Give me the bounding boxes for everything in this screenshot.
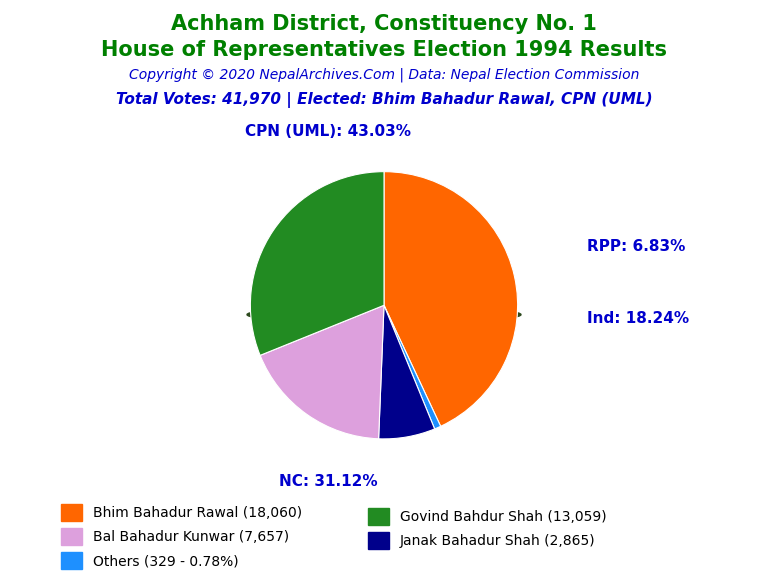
Text: CPN (UML): 43.03%: CPN (UML): 43.03% [245,124,411,139]
Text: Ind: 18.24%: Ind: 18.24% [587,311,689,326]
Text: Total Votes: 41,970 | Elected: Bhim Bahadur Rawal, CPN (UML): Total Votes: 41,970 | Elected: Bhim Baha… [116,92,652,108]
Wedge shape [379,305,435,439]
Wedge shape [260,305,384,439]
Text: NC: 31.12%: NC: 31.12% [279,474,377,489]
Wedge shape [384,305,441,429]
Legend: Govind Bahdur Shah (13,059), Janak Bahadur Shah (2,865): Govind Bahdur Shah (13,059), Janak Bahad… [368,508,607,549]
Text: Achham District, Constituency No. 1: Achham District, Constituency No. 1 [171,14,597,35]
Legend: Bhim Bahadur Rawal (18,060), Bal Bahadur Kunwar (7,657), Others (329 - 0.78%): Bhim Bahadur Rawal (18,060), Bal Bahadur… [61,505,302,569]
Wedge shape [384,172,518,426]
Text: RPP: 6.83%: RPP: 6.83% [587,239,686,254]
Text: House of Representatives Election 1994 Results: House of Representatives Election 1994 R… [101,40,667,60]
Wedge shape [250,172,384,355]
Ellipse shape [247,306,521,323]
Text: Copyright © 2020 NepalArchives.Com | Data: Nepal Election Commission: Copyright © 2020 NepalArchives.Com | Dat… [129,68,639,82]
